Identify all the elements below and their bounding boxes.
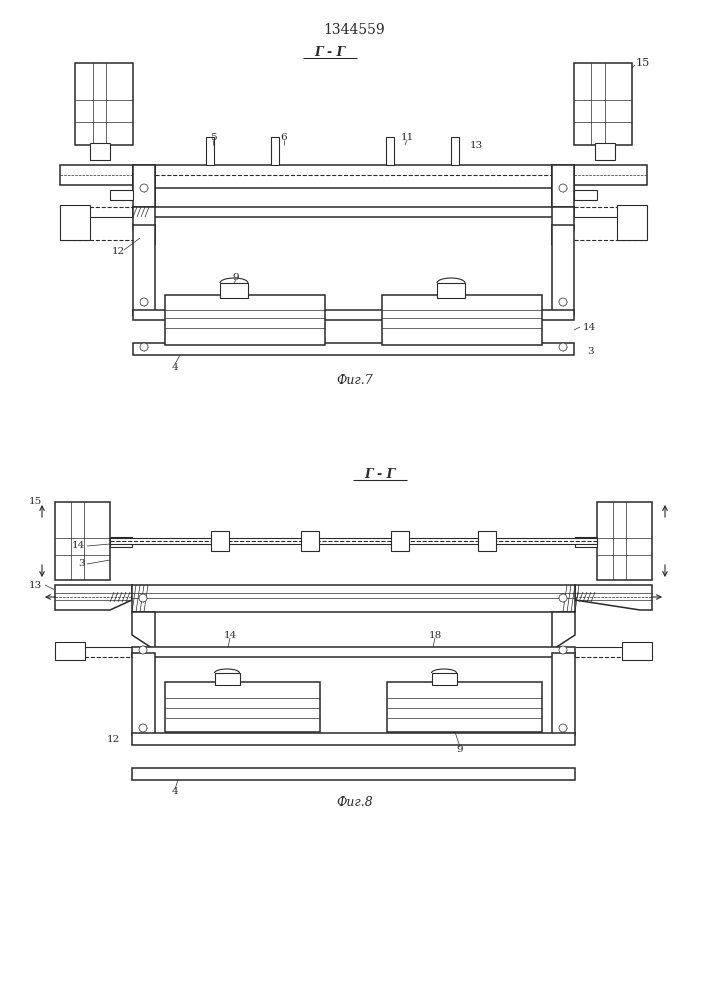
Polygon shape [133,188,155,205]
Polygon shape [552,207,574,245]
Bar [132,653,155,735]
Text: 4: 4 [172,788,178,796]
Bar [133,165,155,210]
Polygon shape [55,585,132,610]
Bar [110,190,133,200]
Text: Фиг.8: Фиг.8 [337,796,373,808]
Bar [552,225,574,315]
Text: 14: 14 [223,631,237,640]
Bar [597,502,652,580]
Text: 12: 12 [112,247,124,256]
Bar [75,63,133,145]
Circle shape [139,594,147,602]
Bar [617,205,647,240]
Text: 6: 6 [281,132,287,141]
Bar [552,165,574,210]
Bar [132,647,575,657]
Bar [595,143,615,160]
Text: Г - Г: Г - Г [364,468,396,482]
Polygon shape [574,165,647,185]
Circle shape [140,184,148,192]
Bar [301,531,319,551]
Polygon shape [133,165,155,185]
Bar [451,137,459,165]
Bar [574,63,632,145]
Bar [60,205,90,240]
Bar [110,537,132,547]
Text: 3: 3 [78,560,85,568]
Bar [133,207,574,217]
Text: 11: 11 [400,132,414,141]
Text: 9: 9 [233,272,239,282]
Text: 9: 9 [457,746,463,754]
Bar [437,283,465,298]
Circle shape [559,724,567,732]
Bar [165,295,325,345]
Circle shape [559,646,567,654]
Text: 13: 13 [29,580,42,589]
Polygon shape [60,165,133,185]
Bar [211,531,229,551]
Polygon shape [133,207,155,245]
Bar [432,673,457,685]
Bar [132,733,575,745]
Text: 13: 13 [469,140,483,149]
Circle shape [559,298,567,306]
Bar [133,343,574,355]
Bar [206,137,214,165]
Polygon shape [552,165,574,185]
Polygon shape [552,188,574,205]
Text: 18: 18 [428,631,442,640]
Bar [133,225,155,315]
Circle shape [559,343,567,351]
Polygon shape [132,612,155,650]
Text: Фиг.7: Фиг.7 [337,373,373,386]
Text: 12: 12 [107,736,120,744]
Bar [110,538,597,544]
Bar [90,143,110,160]
Bar [271,137,279,165]
Bar [155,165,552,188]
Bar [215,673,240,685]
Bar [552,653,575,735]
Polygon shape [552,612,575,650]
Text: 3: 3 [587,348,594,357]
Bar [132,585,575,612]
Bar [133,310,574,320]
Bar [220,283,248,298]
Bar [575,537,597,547]
Bar [132,768,575,780]
Text: 5: 5 [210,132,216,141]
Polygon shape [133,165,155,210]
Text: 14: 14 [71,542,85,550]
Text: 4: 4 [172,362,178,371]
Bar [622,642,652,660]
Circle shape [139,724,147,732]
Circle shape [559,184,567,192]
Polygon shape [575,585,652,610]
Bar [386,137,394,165]
Circle shape [139,646,147,654]
Bar [391,531,409,551]
Circle shape [559,594,567,602]
Bar [55,502,110,580]
Bar [382,295,542,345]
Bar [165,682,320,732]
Text: 1344559: 1344559 [323,23,385,37]
Bar [478,531,496,551]
Bar [574,190,597,200]
Text: 15: 15 [636,58,650,68]
Text: 15: 15 [29,497,42,506]
Bar [55,642,85,660]
Text: 14: 14 [583,322,596,332]
Text: Г - Г: Г - Г [315,46,346,60]
Bar [387,682,542,732]
Circle shape [140,343,148,351]
Polygon shape [552,165,574,210]
Circle shape [140,298,148,306]
